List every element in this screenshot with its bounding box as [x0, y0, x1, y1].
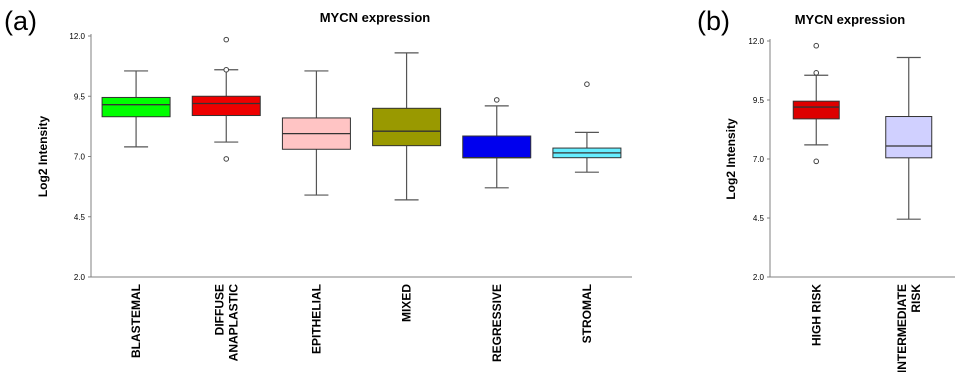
- category-label: ANAPLASTIC: [226, 284, 240, 362]
- iqr-box: [885, 116, 933, 159]
- outlier-point: [813, 42, 820, 49]
- chart-a-boxplot: MYCN expression Log2 Intensity 2.0 4.5 7.0 9.…: [36, 10, 632, 362]
- panel-b-label: (b): [697, 6, 730, 36]
- outlier-point: [813, 70, 820, 76]
- y-tick-label: 2.0: [74, 273, 86, 282]
- y-axis-label: Log2 Intensity: [724, 118, 738, 200]
- y-tick-label: 9.5: [74, 92, 86, 101]
- y-tick-label: 2.0: [753, 273, 765, 282]
- iqr-box: [372, 107, 442, 147]
- category-label: RISK: [909, 284, 923, 313]
- iqr-box: [101, 96, 171, 118]
- iqr-box: [462, 135, 532, 159]
- outlier-point: [223, 36, 230, 43]
- category-label: MIXED: [400, 284, 414, 322]
- category-label: HIGH RISK: [809, 284, 823, 346]
- y-axis-label: Log2 Intensity: [36, 116, 50, 198]
- iqr-box: [792, 100, 840, 120]
- outlier-point: [584, 81, 590, 87]
- y-tick-label: 12.0: [748, 37, 764, 46]
- category-label: STROMAL: [580, 284, 594, 343]
- chart-title: MYCN expression: [320, 10, 431, 25]
- y-tick-label: 4.5: [753, 214, 765, 223]
- chart-b-boxplot: MYCN expression Log2 Intensity 2.0 4.5 7.0 9.…: [724, 12, 955, 372]
- outlier-point: [223, 156, 230, 162]
- category-label: INTERMEDIATE: [895, 284, 909, 372]
- panel-a-label: (a): [4, 6, 37, 36]
- category-label: REGRESSIVE: [490, 284, 504, 362]
- outlier-point: [813, 158, 820, 165]
- iqr-box: [191, 95, 261, 117]
- y-tick-label: 9.5: [753, 96, 765, 105]
- outlier-point: [493, 97, 500, 103]
- outlier-point: [223, 66, 230, 73]
- y-tick-label: 4.5: [74, 213, 86, 222]
- category-label: DIFFUSE: [212, 284, 226, 335]
- chart-title: MYCN expression: [795, 12, 906, 27]
- category-label: BLASTEMAL: [129, 284, 143, 358]
- y-tick-label: 12.0: [69, 32, 85, 41]
- category-label: EPITHELIAL: [309, 284, 323, 354]
- y-tick-label: 7.0: [74, 153, 86, 162]
- y-tick-label: 7.0: [753, 155, 765, 164]
